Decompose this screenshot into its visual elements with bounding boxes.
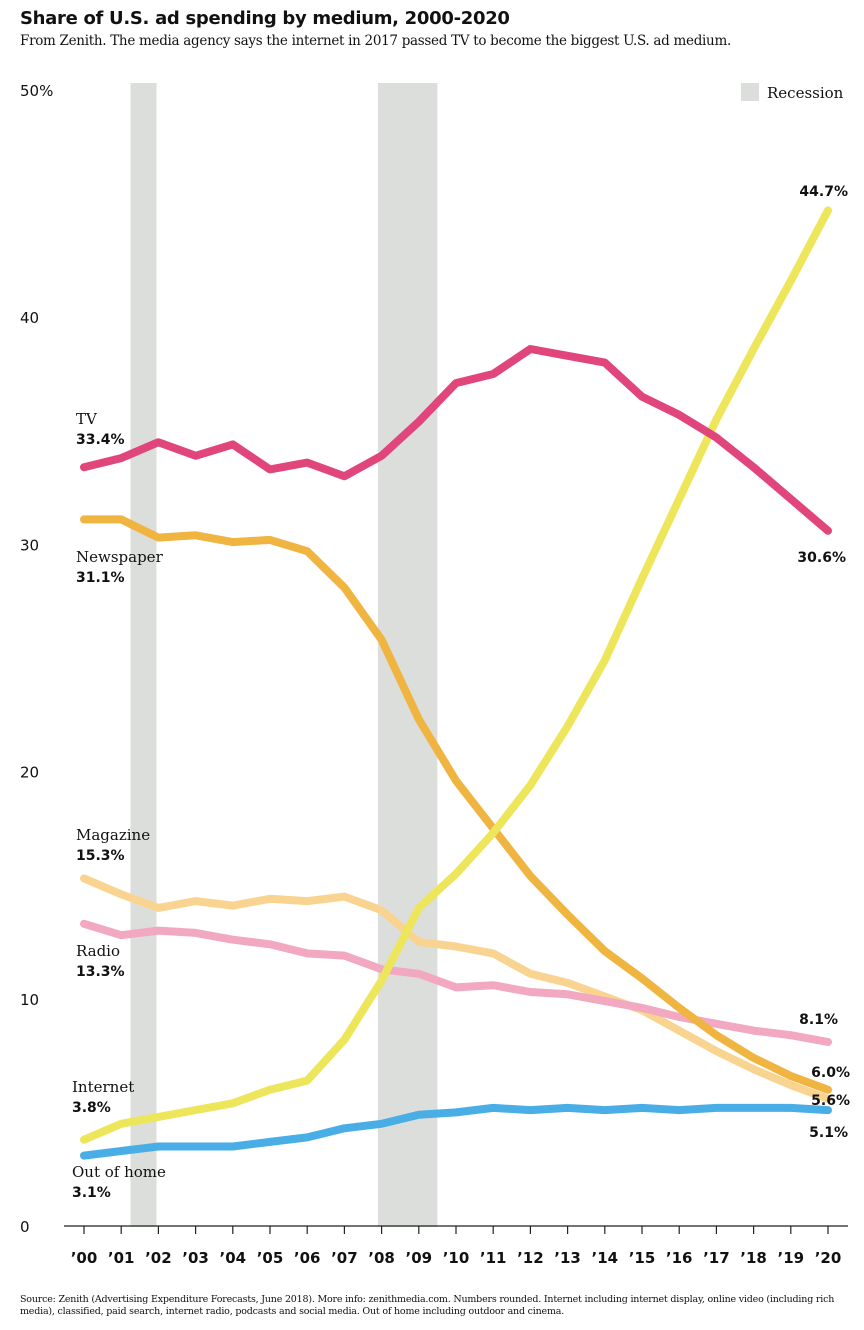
series-start-value-tv: 33.4% (76, 432, 125, 448)
series-end-value-newspaper: 6.0% (811, 1065, 850, 1081)
series-end-value-magazine: 5.6% (811, 1093, 850, 1109)
x-tick-label: ’00 (71, 1249, 98, 1267)
x-tick-label: ’08 (368, 1249, 395, 1267)
y-tick-label: 50% (20, 82, 53, 100)
series-line-magazine (80, 874, 832, 1103)
series-name-internet: Internet (72, 1078, 134, 1096)
series-start-value-internet: 3.8% (72, 1100, 111, 1116)
x-tick-label: ’15 (629, 1249, 656, 1267)
series-labels: TV 33.4% 30.6% Newspaper 31.1% 6.0% Magazine 15… (72, 184, 850, 1201)
series-line-tv (80, 345, 832, 535)
x-tick-label: ’05 (257, 1249, 284, 1267)
series-start-value-radio: 13.3% (76, 964, 125, 980)
y-tick-label: 40 (20, 309, 39, 327)
series-end-value-out-of-home: 5.1% (809, 1125, 848, 1141)
chart-title: Share of U.S. ad spending by medium, 200… (20, 8, 510, 29)
x-tick-label: ’17 (703, 1249, 730, 1267)
series-name-out-of-home: Out of home (72, 1163, 166, 1181)
series-line-radio (80, 919, 832, 1046)
x-tick-label: ’13 (554, 1249, 581, 1267)
series-line-internet (80, 206, 832, 1144)
x-tick-label: ’04 (220, 1249, 247, 1267)
x-tick-label: ’16 (666, 1249, 693, 1267)
series-name-magazine: Magazine (76, 826, 150, 844)
x-tick-label: ’14 (592, 1249, 619, 1267)
series-line-newspaper (80, 515, 832, 1094)
x-tick-label: ’20 (815, 1249, 842, 1267)
series-start-value-out-of-home: 3.1% (72, 1185, 111, 1201)
y-tick-label: 30 (20, 536, 39, 554)
x-tick-label: ’12 (517, 1249, 544, 1267)
series-end-value-tv: 30.6% (797, 550, 846, 566)
y-tick-label: 10 (20, 991, 39, 1009)
series-end-value-radio: 8.1% (799, 1012, 838, 1028)
y-tick-label: 0 (20, 1218, 30, 1236)
x-tick-label: ’01 (108, 1249, 135, 1267)
x-tick-label: ’10 (443, 1249, 470, 1267)
series-name-radio: Radio (76, 942, 120, 960)
recession-band-1 (130, 83, 157, 1227)
x-tick-label: ’07 (331, 1249, 358, 1267)
axes: 0 10 20 30 40 50% ’00 ’01 ’02 ’03 ’04 ’05 ’06 ’07 ’08 ’… (20, 82, 848, 1267)
series-start-value-magazine: 15.3% (76, 848, 125, 864)
series-start-value-newspaper: 31.1% (76, 570, 125, 586)
x-tick-label: ’11 (480, 1249, 507, 1267)
source-note: Source: Zenith (Advertising Expenditure … (20, 1294, 835, 1317)
x-tick-label: ’09 (406, 1249, 433, 1267)
x-tick-label: ’18 (740, 1249, 767, 1267)
legend-recession-label: Recession (767, 84, 844, 102)
recession-bands (130, 83, 438, 1227)
series-line-out-of-home (80, 1103, 832, 1160)
series-lines (80, 206, 832, 1160)
x-tick-label: ’03 (182, 1249, 209, 1267)
x-tick-label: ’19 (778, 1249, 805, 1267)
series-name-tv: TV (76, 410, 98, 428)
legend-recession-swatch (741, 83, 759, 101)
x-tick-label: ’02 (145, 1249, 172, 1267)
line-chart: 0 10 20 30 40 50% ’00 ’01 ’02 ’03 ’04 ’05 ’06 ’07 ’08 ’… (20, 82, 850, 1267)
legend: Recession (741, 83, 844, 102)
chart-subtitle: From Zenith. The media agency says the i… (20, 33, 731, 49)
series-name-newspaper: Newspaper (76, 548, 164, 566)
x-tick-label: ’06 (294, 1249, 321, 1267)
y-tick-label: 20 (20, 764, 39, 782)
series-end-value-internet: 44.7% (799, 184, 848, 200)
